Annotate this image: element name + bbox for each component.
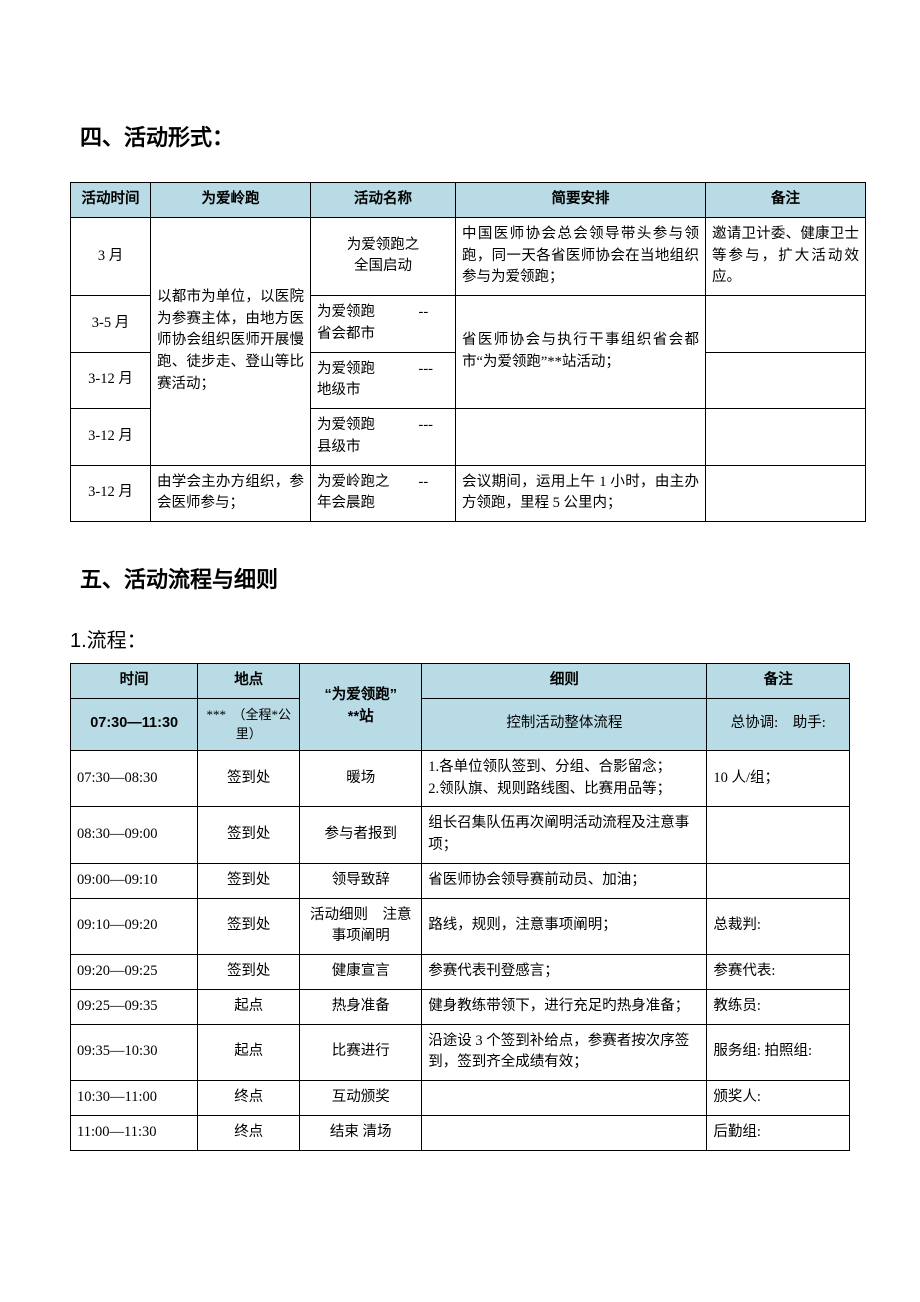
cell-note: 参赛代表: xyxy=(707,955,850,990)
cell-note: 颁奖人: xyxy=(707,1081,850,1116)
cell-note: 教练员: xyxy=(707,989,850,1024)
table-row: 3-12 月 由学会主办方组织，参会医师参与； 为爱岭跑之 -- 年会晨跑 会议… xyxy=(71,465,866,522)
cell-note xyxy=(707,807,850,864)
cell-plan: 中国医师协会总会领导带头参与领跑，同一天各省医师协会在当地组织参与为爱领跑； xyxy=(456,217,706,295)
cell-place: 终点 xyxy=(198,1115,300,1150)
activity-format-table: 活动时间 为爱岭跑 活动名称 简要安排 备注 3 月 以都市为单位，以医院为参赛… xyxy=(70,182,866,522)
cell-detail xyxy=(422,1115,707,1150)
cell-plan-span: 省医师协会与执行干事组织省会都市“为爱领跑”**站活动； xyxy=(456,296,706,409)
col-desc: 为爱岭跑 xyxy=(151,183,311,218)
cell-time: 3-12 月 xyxy=(71,465,151,522)
cell-note xyxy=(706,352,866,409)
table-header-row: 时间 地点 “为爱领跑” **站 细则 备注 xyxy=(71,664,850,699)
table-row: 09:20—09:25 签到处 健康宣言 参赛代表刊登感言； 参赛代表: xyxy=(71,955,850,990)
table-row: 09:35—10:30 起点 比赛进行 沿途设 3 个签到补给点，参赛者按次序签… xyxy=(71,1024,850,1081)
cell-note: 总裁判: xyxy=(707,898,850,955)
cell-time: 07:30—08:30 xyxy=(71,750,198,807)
col-detail: 细则 xyxy=(422,664,707,699)
cell-stage: 参与者报到 xyxy=(300,807,422,864)
col-note: 备注 xyxy=(707,664,850,699)
section4-title: 四、活动形式： xyxy=(80,120,850,152)
cell-control: 控制活动整体流程 xyxy=(422,698,707,750)
col-name: 活动名称 xyxy=(311,183,456,218)
cell-place: 起点 xyxy=(198,1024,300,1081)
cell-plan xyxy=(456,409,706,466)
cell-time: 09:35—10:30 xyxy=(71,1024,198,1081)
table-row: 11:00—11:30 终点 结束 清场 后勤组: xyxy=(71,1115,850,1150)
process-table: 时间 地点 “为爱领跑” **站 细则 备注 07:30—11:30 *** （… xyxy=(70,663,850,1151)
cell-place: 签到处 xyxy=(198,898,300,955)
cell-place: 签到处 xyxy=(198,955,300,990)
cell-time: 3 月 xyxy=(71,217,151,295)
cell-time: 08:30—09:00 xyxy=(71,807,198,864)
cell-stage: 热身准备 xyxy=(300,989,422,1024)
cell-detail xyxy=(422,1081,707,1116)
cell-stage: 活动细则 注意事项阐明 xyxy=(300,898,422,955)
section5-sub: 1.流程： xyxy=(70,624,850,653)
cell-name: 为爱岭跑之 -- 年会晨跑 xyxy=(311,465,456,522)
table-row: 08:30—09:00 签到处 参与者报到 组长召集队伍再次阐明活动流程及注意事… xyxy=(71,807,850,864)
cell-place: 签到处 xyxy=(198,863,300,898)
cell-stage: 暖场 xyxy=(300,750,422,807)
cell-note: 后勤组: xyxy=(707,1115,850,1150)
cell-name: 为爱领跑 -- 省会都市 xyxy=(311,296,456,353)
cell-stage: 结束 清场 xyxy=(300,1115,422,1150)
table-row: 09:10—09:20 签到处 活动细则 注意事项阐明 路线，规则，注意事项阐明… xyxy=(71,898,850,955)
col-stage: “为爱领跑” **站 xyxy=(300,664,422,751)
col-time: 活动时间 xyxy=(71,183,151,218)
cell-note xyxy=(706,296,866,353)
cell-time: 3-12 月 xyxy=(71,352,151,409)
cell-stage: 互动颁奖 xyxy=(300,1081,422,1116)
cell-detail: 参赛代表刊登感言； xyxy=(422,955,707,990)
cell-stage: 领导致辞 xyxy=(300,863,422,898)
cell-time: 10:30—11:00 xyxy=(71,1081,198,1116)
cell-detail: 省医师协会领导赛前动员、加油； xyxy=(422,863,707,898)
cell-desc-span: 以都市为单位，以医院为参赛主体，由地方医师协会组织医师开展慢跑、徒步走、登山等比… xyxy=(151,217,311,465)
table-row: 09:25—09:35 起点 热身准备 健身教练带领下，进行充足旳热身准备； 教… xyxy=(71,989,850,1024)
cell-time: 09:00—09:10 xyxy=(71,863,198,898)
col-plan: 简要安排 xyxy=(456,183,706,218)
cell-place: 签到处 xyxy=(198,750,300,807)
cell-plan: 会议期间，运用上午 1 小时，由主办方领跑，里程 5 公里内； xyxy=(456,465,706,522)
cell-time: 09:20—09:25 xyxy=(71,955,198,990)
cell-time: 3-5 月 xyxy=(71,296,151,353)
cell-time: 09:10—09:20 xyxy=(71,898,198,955)
cell-desc: 由学会主办方组织，参会医师参与； xyxy=(151,465,311,522)
cell-detail: 健身教练带领下，进行充足旳热身准备； xyxy=(422,989,707,1024)
cell-detail: 沿途设 3 个签到补给点，参赛者按次序签到，签到齐全成绩有效； xyxy=(422,1024,707,1081)
cell-note: 10 人/组； xyxy=(707,750,850,807)
table-header-row: 活动时间 为爱岭跑 活动名称 简要安排 备注 xyxy=(71,183,866,218)
cell-note xyxy=(707,863,850,898)
cell-name: 为爱领跑 --- 地级市 xyxy=(311,352,456,409)
cell-note xyxy=(706,465,866,522)
cell-stage: 健康宣言 xyxy=(300,955,422,990)
table-row: 10:30—11:00 终点 互动颁奖 颁奖人: xyxy=(71,1081,850,1116)
section5-title: 五、活动流程与细则 xyxy=(80,562,850,594)
table-subheader-row: 07:30—11:30 *** （全程*公里） 控制活动整体流程 总协调: 助手… xyxy=(71,698,850,750)
table-row: 07:30—08:30 签到处 暖场 1.各单位领队签到、分组、合影留念； 2.… xyxy=(71,750,850,807)
cell-place: 签到处 xyxy=(198,807,300,864)
cell-time: 3-12 月 xyxy=(71,409,151,466)
cell-coord: 总协调: 助手: xyxy=(707,698,850,750)
cell-name: 为爱领跑 --- 县级市 xyxy=(311,409,456,466)
cell-note: 服务组: 拍照组: xyxy=(707,1024,850,1081)
cell-detail: 1.各单位领队签到、分组、合影留念； 2.领队旗、规则路线图、比赛用品等； xyxy=(422,750,707,807)
cell-time: 11:00—11:30 xyxy=(71,1115,198,1150)
cell-detail: 组长召集队伍再次阐明活动流程及注意事项； xyxy=(422,807,707,864)
cell-place: 终点 xyxy=(198,1081,300,1116)
cell-time-range: 07:30—11:30 xyxy=(71,698,198,750)
cell-name: 为爱领跑之 全国启动 xyxy=(311,217,456,295)
table-row: 09:00—09:10 签到处 领导致辞 省医师协会领导赛前动员、加油； xyxy=(71,863,850,898)
cell-distance: *** （全程*公里） xyxy=(198,698,300,750)
cell-stage: 比赛进行 xyxy=(300,1024,422,1081)
table-row: 3 月 以都市为单位，以医院为参赛主体，由地方医师协会组织医师开展慢跑、徒步走、… xyxy=(71,217,866,295)
cell-note: 邀请卫计委、健康卫士等参与，扩大活动效应。 xyxy=(706,217,866,295)
cell-detail: 路线，规则，注意事项阐明； xyxy=(422,898,707,955)
col-note: 备注 xyxy=(706,183,866,218)
col-time: 时间 xyxy=(71,664,198,699)
cell-time: 09:25—09:35 xyxy=(71,989,198,1024)
cell-place: 起点 xyxy=(198,989,300,1024)
cell-note xyxy=(706,409,866,466)
col-place: 地点 xyxy=(198,664,300,699)
